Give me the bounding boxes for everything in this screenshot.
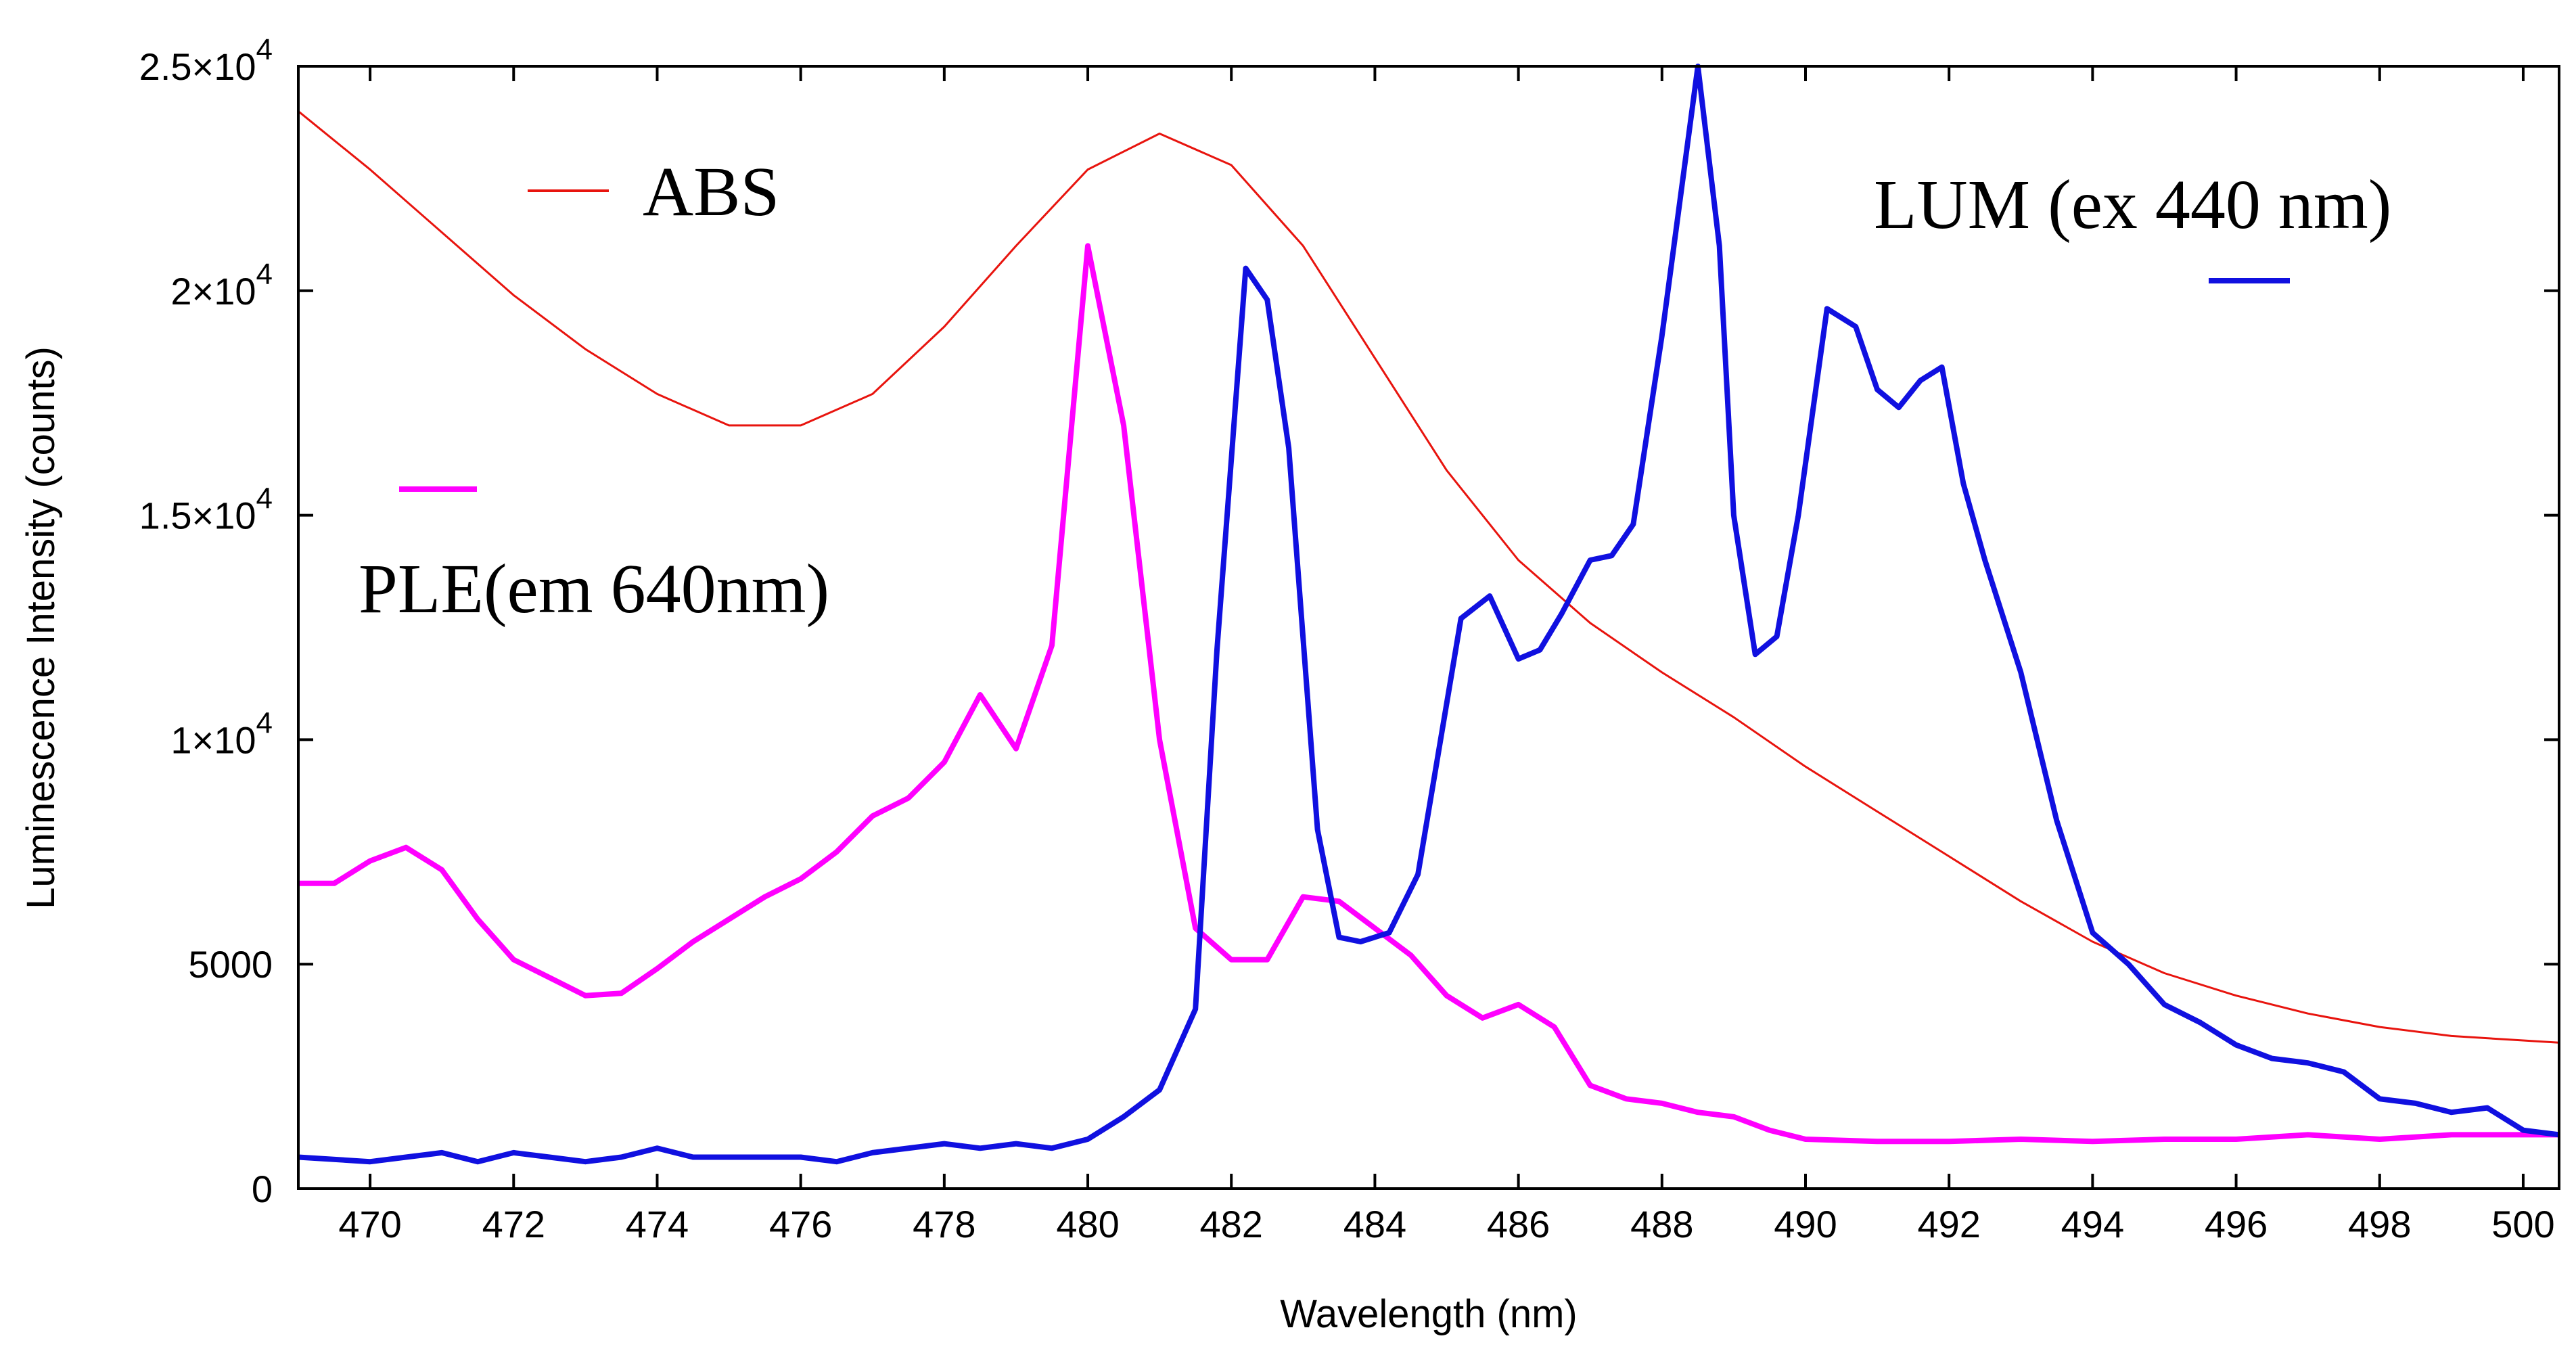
legend-lum: LUM (ex 440 nm) [1874, 166, 2391, 283]
x-tick-label: 486 [1487, 1203, 1550, 1245]
series-line-lum-ex-440-nm [298, 64, 2560, 1165]
legend-ple: PLE(em 640nm) [359, 486, 829, 628]
y-tick-label: 5000 [188, 943, 273, 986]
x-tick-label: 490 [1774, 1203, 1837, 1245]
x-tick-label: 478 [913, 1203, 975, 1245]
x-tick-label: 492 [1917, 1203, 1980, 1245]
y-axis-title: Luminescence Intensity (counts) [19, 346, 63, 909]
x-tick-label: 470 [338, 1203, 401, 1245]
x-tick-label: 484 [1343, 1203, 1406, 1245]
x-tick-label: 488 [1630, 1203, 1693, 1245]
plot-frame [297, 65, 2560, 1190]
legend-abs: ABS [528, 153, 779, 231]
x-tick-label: 474 [626, 1203, 689, 1245]
x-tick-label: 500 [2491, 1203, 2554, 1245]
x-tick-label: 472 [482, 1203, 545, 1245]
legend-lum-label: LUM (ex 440 nm) [1874, 166, 2391, 244]
x-axis: 470 472 474 476 478 480 482 484 486 488 490 492 494 4… [338, 66, 2555, 1245]
series-line-abs [298, 110, 2560, 1044]
x-tick-label: 494 [2061, 1203, 2124, 1245]
legend-ple-label: PLE(em 640nm) [359, 550, 829, 628]
legend-abs-label: ABS [643, 153, 779, 231]
series-line-ple-em-640nm [298, 243, 2559, 1145]
x-tick-label: 498 [2348, 1203, 2411, 1245]
x-axis-title: Wavelength (nm) [1280, 1292, 1577, 1336]
x-tick-label: 482 [1200, 1203, 1263, 1245]
x-tick-label: 476 [769, 1203, 832, 1245]
series-layer [298, 64, 2560, 1165]
x-tick-label: 480 [1056, 1203, 1119, 1245]
y-tick-label: 0 [252, 1168, 273, 1210]
x-tick-label: 496 [2205, 1203, 2268, 1245]
